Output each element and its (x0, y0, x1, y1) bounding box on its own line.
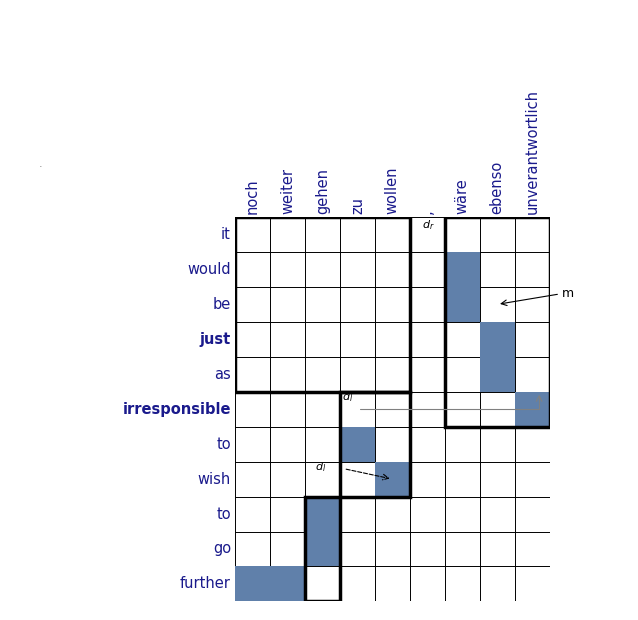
Text: unverantwortlich: unverantwortlich (524, 89, 540, 213)
Text: further: further (180, 577, 231, 591)
Text: to: to (216, 507, 231, 521)
Bar (270, 567, 305, 601)
Bar (305, 497, 340, 601)
Text: ,: , (420, 209, 435, 213)
Bar (445, 217, 549, 427)
Bar (480, 322, 515, 356)
Bar (305, 497, 340, 531)
Bar (445, 252, 480, 287)
Text: just: just (200, 332, 231, 347)
Text: m: m (562, 288, 574, 300)
Text: as: as (214, 367, 231, 382)
Bar (235, 567, 270, 601)
Bar (340, 427, 375, 462)
Text: wollen: wollen (385, 166, 400, 213)
Text: would: would (188, 262, 231, 277)
Text: to: to (216, 436, 231, 451)
Bar (515, 392, 549, 427)
Text: ebenso: ebenso (490, 160, 505, 213)
Bar (445, 287, 480, 322)
Text: it: it (221, 227, 231, 242)
Bar (375, 462, 410, 497)
Text: go: go (213, 541, 231, 557)
Text: $d_r$: $d_r$ (422, 218, 434, 232)
Text: noch: noch (245, 178, 260, 213)
Text: .: . (38, 159, 42, 169)
Text: gehen: gehen (315, 167, 330, 213)
Text: weiter: weiter (280, 167, 295, 213)
Bar (340, 392, 410, 497)
Text: wish: wish (198, 472, 231, 487)
Bar (235, 217, 410, 392)
Bar (480, 356, 515, 392)
Text: irresponsible: irresponsible (122, 402, 231, 417)
Text: $d_l$: $d_l$ (315, 460, 327, 474)
Text: zu: zu (350, 197, 365, 213)
Text: be: be (212, 297, 231, 312)
Text: wäre: wäre (455, 178, 470, 213)
Bar (305, 531, 340, 567)
Text: $d_l$: $d_l$ (342, 390, 353, 404)
